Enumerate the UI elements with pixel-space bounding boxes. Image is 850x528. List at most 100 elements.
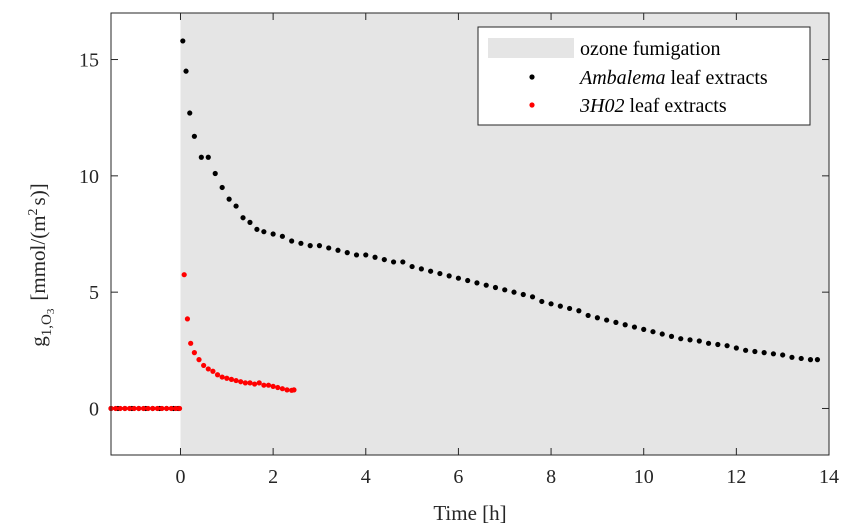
data-point	[761, 350, 767, 356]
data-point	[154, 405, 160, 412]
data-point	[807, 357, 814, 363]
data-point	[566, 305, 573, 312]
y-axis-label: g1,O3 [mmol/(m2 s)]	[26, 183, 57, 346]
data-point	[214, 372, 221, 378]
data-point	[724, 343, 730, 349]
data-point	[409, 263, 415, 270]
series-1	[108, 272, 297, 412]
data-point	[210, 368, 216, 374]
data-point	[770, 351, 777, 357]
data-point	[279, 386, 285, 392]
x-tick-label: 0	[175, 466, 185, 488]
data-point	[446, 273, 452, 279]
data-point	[198, 154, 204, 160]
data-point	[733, 345, 739, 351]
data-point	[474, 280, 480, 286]
y-label-unit-sup: 2	[26, 208, 41, 215]
data-point	[576, 308, 582, 314]
legend-label-3h02-rest: leaf extracts	[629, 95, 726, 117]
data-point	[437, 270, 443, 277]
data-point	[150, 405, 156, 412]
data-point	[428, 268, 434, 274]
y-label-main: g	[26, 336, 50, 347]
x-tick-label: 14	[819, 466, 839, 488]
data-point	[372, 254, 378, 260]
data-point	[145, 405, 151, 412]
data-point	[715, 341, 721, 348]
x-tick-label: 4	[361, 466, 371, 488]
data-point	[247, 219, 253, 225]
data-points	[108, 38, 821, 412]
data-point	[256, 380, 262, 386]
x-tick-label: 8	[546, 466, 556, 488]
data-point	[247, 380, 253, 386]
data-point	[381, 256, 387, 263]
data-point	[205, 154, 211, 160]
data-point	[316, 243, 323, 249]
x-axis-label: Time [h]	[433, 501, 506, 525]
data-point	[483, 282, 489, 288]
data-point	[363, 252, 369, 258]
data-point	[492, 284, 499, 291]
legend-swatch-shade	[488, 38, 574, 58]
y-tick-label: 10	[79, 166, 99, 188]
data-point	[191, 133, 197, 139]
data-point	[224, 375, 230, 381]
y-tick-label: 15	[79, 50, 99, 72]
data-point	[240, 215, 246, 221]
data-point	[752, 348, 758, 355]
data-point	[780, 352, 786, 358]
x-tick-label: 10	[634, 466, 654, 488]
data-point	[705, 340, 712, 346]
legend-label-ambalema: Ambalema leaf extracts	[578, 67, 768, 89]
data-point	[163, 405, 170, 412]
data-point	[284, 387, 290, 393]
data-point	[502, 287, 508, 293]
data-point	[238, 379, 244, 385]
data-point	[140, 405, 147, 412]
data-point	[261, 229, 267, 235]
data-point	[113, 405, 119, 412]
data-point	[743, 347, 749, 353]
data-point	[270, 231, 276, 237]
data-point	[122, 405, 128, 412]
data-point	[188, 340, 194, 346]
data-point	[126, 405, 133, 412]
data-point	[196, 357, 202, 363]
legend-marker-ambalema	[529, 74, 535, 80]
data-point	[511, 289, 517, 295]
legend: ozone fumigation Ambalema leaf extracts …	[477, 26, 811, 126]
data-point	[173, 405, 179, 412]
data-point	[201, 362, 207, 369]
data-point	[390, 259, 397, 265]
data-point	[180, 38, 186, 44]
legend-label-shade: ozone fumigation	[580, 38, 721, 60]
data-point	[687, 337, 693, 343]
data-point	[613, 319, 619, 325]
y-tick-label: 0	[89, 398, 99, 420]
data-point	[159, 405, 165, 412]
legend-label-ambalema-italic: Ambalema	[578, 67, 666, 89]
data-point	[400, 259, 406, 265]
data-point	[798, 355, 804, 362]
data-point	[226, 196, 232, 202]
data-point	[353, 252, 360, 258]
data-point	[265, 382, 272, 388]
data-point	[326, 245, 332, 251]
data-point	[176, 405, 183, 412]
data-point	[117, 405, 123, 412]
data-point	[205, 366, 211, 372]
data-point	[604, 317, 610, 323]
data-point	[659, 331, 665, 337]
series-0	[108, 38, 821, 412]
data-point	[529, 294, 536, 300]
data-point	[520, 291, 526, 298]
data-point	[418, 266, 424, 272]
data-point	[184, 316, 191, 322]
data-point	[168, 405, 174, 412]
data-point	[344, 250, 350, 256]
legend-label-3h02-italic: 3H02	[579, 95, 624, 117]
data-point	[261, 382, 267, 388]
data-point	[678, 336, 684, 342]
